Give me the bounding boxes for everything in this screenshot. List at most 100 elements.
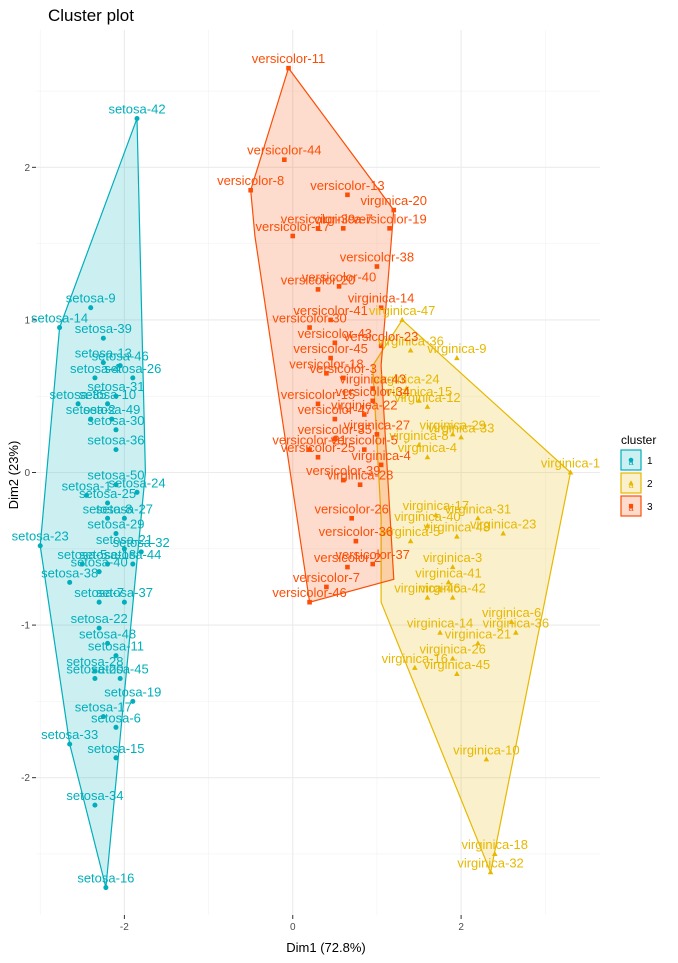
data-point (307, 325, 312, 330)
point-label: virginica-31 (445, 501, 511, 516)
x-tick-label: -2 (120, 922, 129, 933)
point-label: versicolor-3 (310, 361, 377, 376)
chart-title: Cluster plot (48, 6, 134, 25)
point-label: setosa-8 (83, 501, 133, 516)
point-label: setosa-22 (71, 611, 128, 626)
data-point (407, 538, 414, 544)
point-label: virginica-6 (482, 605, 541, 620)
data-point (109, 416, 115, 422)
data-point (370, 398, 376, 404)
point-label: versicolor-15 (281, 387, 355, 402)
data-point (113, 447, 119, 453)
point-label: versicolor-41 (293, 303, 367, 318)
point-label: setosa-6 (91, 710, 141, 725)
point-label: versicolor-40 (302, 269, 376, 284)
point-label: versicolor-7 (293, 570, 360, 585)
point-label: versicolor-5 (331, 433, 398, 448)
point-label: virginica-48 (424, 520, 490, 535)
point-label: versicolor-21 (272, 433, 346, 448)
data-point (130, 375, 136, 381)
point-label: virginica-12 (394, 390, 460, 405)
axis-ticks: -2 0 2 -2 -1 0 1 2 (21, 163, 464, 933)
point-label: setosa-37 (96, 585, 153, 600)
data-point (117, 675, 123, 682)
point-label: versicolor-43 (298, 326, 372, 341)
data-point (387, 226, 392, 231)
data-point (370, 386, 376, 391)
point-label: versicolor-18 (289, 356, 363, 371)
data-point (449, 564, 456, 570)
data-point (357, 482, 363, 488)
point-label: setosa-5 (57, 547, 107, 562)
point-label: virginica-10 (453, 742, 519, 757)
data-point (113, 482, 119, 488)
data-point (307, 599, 312, 605)
data-point (412, 664, 418, 670)
point-label: setosa-14 (31, 311, 88, 326)
point-label: setosa-31 (87, 379, 144, 394)
point-label: virginica-23 (470, 517, 536, 532)
data-point (282, 157, 287, 162)
data-point (113, 531, 119, 537)
point-label: versicolor-45 (293, 341, 367, 356)
data-point (324, 371, 329, 376)
y-axis-title: Dim2 (23%) (6, 441, 21, 510)
data-point (96, 599, 102, 605)
data-point (449, 431, 456, 437)
data-point (458, 434, 464, 440)
data-point (403, 385, 410, 391)
data-point (248, 187, 253, 193)
data-point (130, 561, 136, 567)
point-label: virginica-40 (394, 509, 460, 524)
point-label: versicolor-39 (281, 211, 355, 226)
legend-label: 2 (647, 479, 653, 490)
point-label: setosa-42 (108, 102, 165, 117)
data-point (92, 675, 98, 682)
data-point (105, 515, 111, 521)
point-label: setosa-49 (83, 402, 140, 417)
data-point (378, 462, 384, 468)
point-label: versicolor-26 (314, 501, 388, 516)
point-label: virginica-14 (407, 616, 473, 631)
data-point (500, 530, 506, 536)
point-label: setosa-23 (12, 529, 69, 544)
point-label: setosa-33 (41, 727, 98, 742)
cluster-hull-3 (250, 66, 395, 603)
point-labels: setosa-42setosa-9setosa-14setosa-39setos… (12, 51, 601, 885)
point-label: setosa-15 (87, 741, 144, 756)
data-point (361, 447, 367, 452)
data-point (307, 447, 312, 452)
legend-marker-1 (628, 457, 634, 463)
point-label: virginica-20 (361, 193, 427, 208)
point-label: versicolor-34 (336, 384, 410, 399)
data-point (454, 355, 460, 361)
data-point (374, 432, 380, 437)
point-label: setosa-45 (92, 661, 149, 676)
point-label: virginica-43 (339, 372, 405, 387)
data-point (100, 714, 106, 720)
data-point (336, 284, 342, 289)
point-label: setosa-32 (113, 535, 170, 550)
data-point (315, 226, 321, 231)
data-point (113, 724, 119, 730)
data-point (290, 233, 296, 239)
point-label: versicolor-19 (352, 211, 426, 226)
data-point (378, 343, 384, 349)
data-point (491, 850, 498, 856)
data-point (370, 561, 376, 567)
point-label: virginica-9 (427, 341, 486, 356)
point-label: setosa-17 (75, 700, 132, 715)
data-point (424, 522, 431, 528)
data-point (349, 515, 354, 521)
data-point (416, 441, 422, 448)
point-label: setosa-19 (104, 684, 161, 699)
point-label: versicolor-17 (256, 219, 330, 234)
point-label: versicolor-8 (217, 173, 284, 188)
legend-label: 3 (647, 502, 653, 513)
point-label: virginica-36 (483, 616, 549, 631)
point-label: versicolor-46 (272, 585, 346, 600)
point-label: virginica-1 (541, 456, 600, 471)
point-label: virginica-14 (348, 291, 414, 306)
data-point (399, 316, 405, 322)
data-point (88, 305, 94, 311)
